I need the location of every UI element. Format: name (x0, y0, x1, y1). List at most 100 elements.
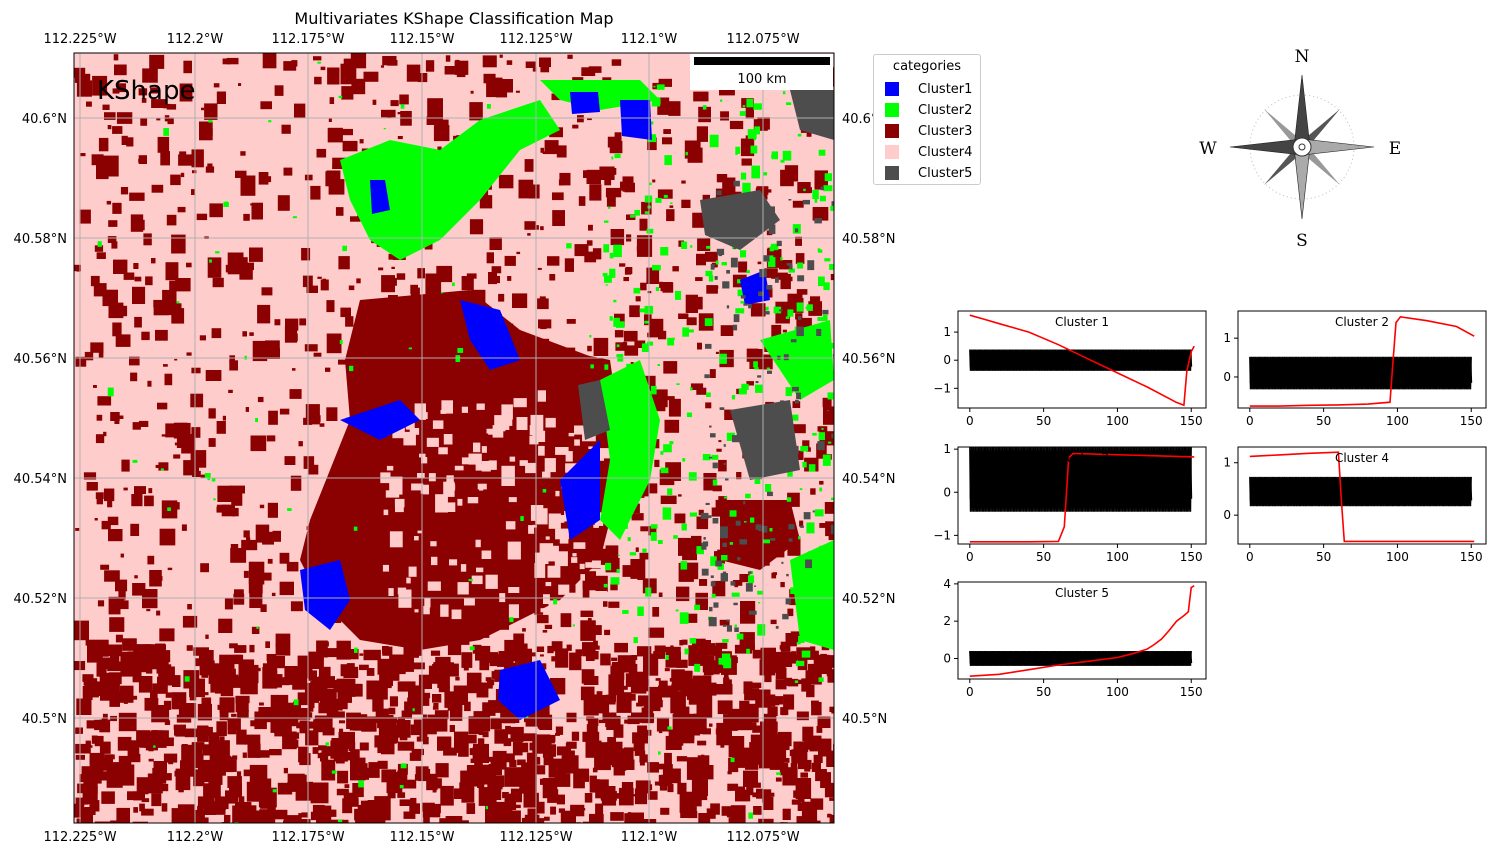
cluster2-patch (383, 128, 386, 130)
cluster3-patch (140, 118, 148, 126)
cluster3-patch (766, 189, 772, 193)
cluster3-patch (265, 641, 270, 648)
cluster3-patch (512, 293, 528, 308)
cluster4-patch (448, 483, 456, 491)
cluster4-patch (591, 560, 601, 569)
cluster2-patch (826, 342, 834, 349)
cluster3-patch (490, 717, 502, 730)
cluster3-patch (320, 814, 329, 823)
cluster4-patch (545, 417, 556, 428)
cluster3-patch (95, 757, 107, 767)
cluster3-patch (341, 128, 353, 136)
cluster2-patch (676, 383, 680, 385)
cluster3-patch (79, 209, 91, 224)
cluster2-patch (817, 248, 821, 252)
cluster5-patch (826, 410, 830, 412)
cluster3-patch (632, 732, 648, 744)
cluster3-patch (780, 707, 789, 715)
cluster2-patch (633, 637, 638, 644)
cluster3-patch (145, 276, 153, 286)
cluster3-patch (138, 158, 143, 163)
cluster4-patch (423, 605, 430, 615)
lon-tick-label: 112.1°W (621, 830, 678, 845)
cluster5-patch (722, 542, 727, 547)
lat-tick-label: 40.54°N (842, 472, 895, 487)
cluster3-patch (717, 700, 733, 715)
cluster2-patch (647, 341, 654, 346)
cluster3-patch (554, 773, 571, 787)
subplot-title: Cluster 1 (1055, 315, 1109, 329)
cluster3-patch (131, 494, 143, 507)
cluster3-patch (110, 412, 120, 421)
cluster4-patch (481, 446, 487, 453)
cluster3-patch (753, 806, 762, 815)
centroid-line (969, 314, 1195, 407)
cluster3-patch (782, 808, 791, 820)
cluster3-patch (449, 725, 455, 732)
cluster3-patch (75, 743, 91, 754)
cluster5-patch (803, 512, 811, 520)
cluster-subplot: Cluster 10 50 100 150−101 (933, 310, 1207, 428)
cluster3-patch (801, 678, 811, 692)
cluster3-patch (521, 762, 531, 773)
cluster3-patch (259, 504, 265, 509)
cluster2-patch (608, 206, 611, 209)
cluster2-patch (706, 392, 711, 397)
cluster3-patch (539, 296, 546, 304)
cluster3-patch (423, 815, 430, 823)
cluster3-patch (189, 692, 197, 701)
cluster2-patch (755, 384, 763, 393)
lon-tick-label: 112.2°W (167, 830, 224, 845)
cluster3-patch (473, 711, 491, 732)
lon-tick-label: 112.075°W (726, 830, 799, 845)
cluster3-patch (658, 680, 668, 690)
cluster3-patch (490, 275, 500, 284)
cluster3-patch (111, 241, 118, 249)
compass-point-n (1293, 74, 1311, 148)
cluster2-patch (655, 287, 659, 292)
cluster3-patch (336, 640, 351, 660)
cluster3-patch (133, 807, 138, 813)
cluster5-patch (756, 473, 762, 480)
cluster5-patch (796, 328, 801, 334)
cluster2-patch (750, 145, 758, 154)
cluster3-patch (593, 640, 598, 647)
cluster3-patch (272, 530, 281, 542)
cluster4-patch (580, 574, 585, 581)
cluster3-patch (237, 709, 249, 719)
cluster3-patch (230, 544, 239, 549)
cluster3-patch (388, 707, 396, 715)
cluster5-patch (712, 518, 719, 524)
cluster3-patch (320, 279, 329, 291)
cluster3-patch (588, 66, 602, 73)
cluster3-patch (558, 808, 565, 813)
cluster3-patch (453, 685, 468, 705)
lat-tick-label: 40.56°N (14, 352, 67, 367)
cluster3-patch (410, 797, 417, 806)
cluster2-patch (608, 486, 617, 493)
cluster3-patch (665, 646, 681, 668)
cluster3-patch (221, 702, 229, 709)
cluster3-patch (138, 88, 148, 96)
cluster3-patch (197, 725, 209, 742)
cluster2-patch (520, 516, 524, 521)
cluster3-patch (611, 59, 622, 66)
cluster3-patch (366, 680, 382, 700)
cluster4-patch (537, 390, 546, 402)
cluster3-patch (668, 101, 681, 116)
cluster3-patch (75, 356, 87, 367)
cluster3-patch (498, 293, 505, 302)
cluster3-patch (684, 140, 701, 159)
cluster3-patch (76, 818, 87, 823)
cluster3-patch (118, 588, 126, 600)
subplot-title: Cluster 5 (1055, 586, 1109, 600)
lon-tick-label: 112.15°W (390, 830, 455, 845)
cluster3-patch (216, 421, 226, 434)
cluster5-patch (767, 491, 773, 497)
cluster3-patch (739, 700, 750, 717)
cluster3-patch (566, 712, 577, 723)
legend-swatch (885, 145, 899, 159)
cluster3-patch (592, 625, 602, 635)
cluster3-patch (104, 112, 116, 120)
cluster3-patch (167, 117, 174, 125)
